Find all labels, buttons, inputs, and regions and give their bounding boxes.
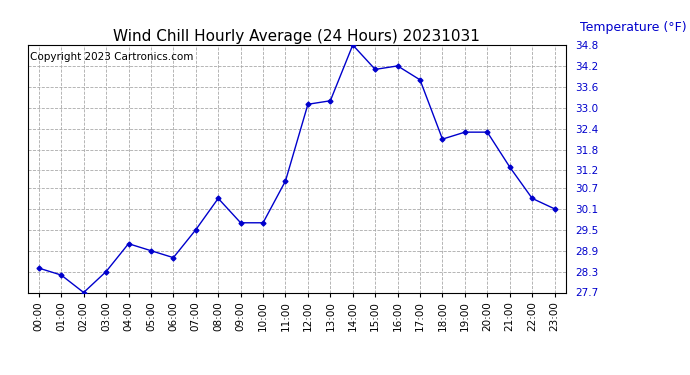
Title: Wind Chill Hourly Average (24 Hours) 20231031: Wind Chill Hourly Average (24 Hours) 202… bbox=[113, 29, 480, 44]
Text: Temperature (°F): Temperature (°F) bbox=[580, 21, 687, 34]
Text: Copyright 2023 Cartronics.com: Copyright 2023 Cartronics.com bbox=[30, 53, 194, 62]
